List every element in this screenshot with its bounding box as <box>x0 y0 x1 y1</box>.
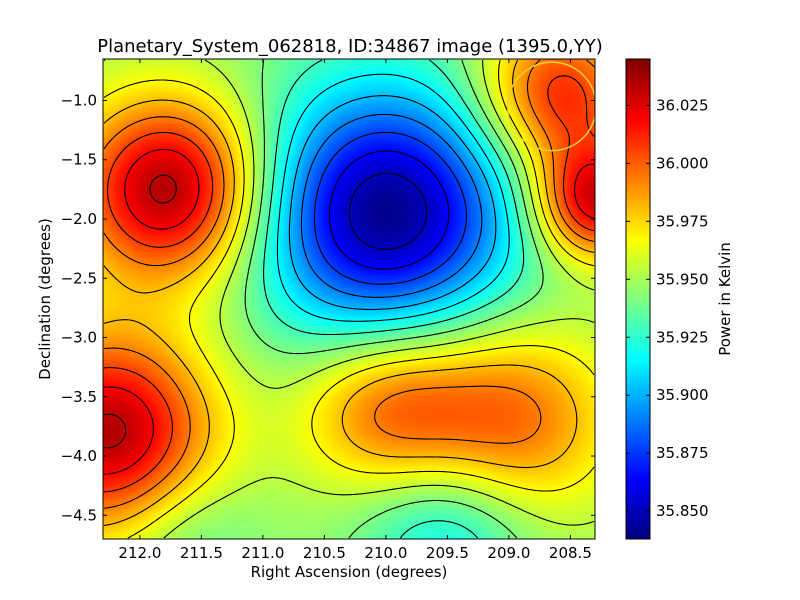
contour-level <box>103 174 177 449</box>
chart-title: Planetary_System_062818, ID:34867 image … <box>97 36 603 57</box>
y-tick-label: −3.0 <box>61 329 97 347</box>
plot-frame <box>102 58 596 540</box>
contour-level <box>300 113 483 298</box>
y-axis: −1.0 −1.5 −2.0 −2.5 −3.0 −3.5 −4.0 −4.5 <box>61 91 595 524</box>
plot-area <box>102 58 596 540</box>
contour-level <box>103 59 595 526</box>
colorbar-tick-label: 35.950 <box>656 270 709 288</box>
colorbar-tick-label: 36.025 <box>656 96 709 114</box>
x-tick-label: 208.5 <box>549 544 592 562</box>
colorbar-label: Power in Kelvin <box>716 242 734 356</box>
x-tick-label: 210.5 <box>303 544 346 562</box>
contour-level <box>103 75 595 493</box>
x-tick-label: 211.0 <box>241 544 284 562</box>
x-tick-label: 210.0 <box>364 544 407 562</box>
y-tick-label: −2.5 <box>61 269 97 287</box>
colorbar-tick-label: 35.975 <box>656 212 709 230</box>
x-tick-label: 211.5 <box>180 544 223 562</box>
colorbar-ticks: 35.850 35.875 35.900 35.925 35.950 35.975 36.0… <box>626 96 709 520</box>
contour-level <box>288 95 497 310</box>
contour-lines <box>103 59 595 539</box>
y-tick-label: −2.0 <box>61 210 97 228</box>
x-axis-label: Right Ascension (degrees) <box>251 563 448 581</box>
colorbar-tick-label: 35.875 <box>656 444 709 462</box>
x-tick-label: 209.5 <box>426 544 469 562</box>
colorbar-gradient <box>626 59 650 539</box>
annotation-circle <box>506 61 595 152</box>
contour-level <box>328 150 450 270</box>
colorbar-tick-label: 35.900 <box>656 386 709 404</box>
x-axis: 212.0 211.5 211.0 210.5 210.0 209.5 209.0 208.5 <box>118 59 592 562</box>
contour-level <box>263 59 525 539</box>
heatmap-image <box>103 59 595 539</box>
x-tick-label: 209.0 <box>487 544 530 562</box>
contour-level <box>313 131 467 285</box>
y-axis-label: Declination (degrees) <box>36 218 54 380</box>
colorbar-tick-label: 35.925 <box>656 328 709 346</box>
contour-level <box>348 172 428 250</box>
contour-level <box>103 148 595 475</box>
x-tick-label: 212.0 <box>118 544 161 562</box>
contour-level <box>103 59 595 539</box>
y-tick-label: −4.0 <box>61 447 97 465</box>
contour-level <box>103 59 595 539</box>
y-tick-label: −4.5 <box>61 506 97 524</box>
contour-level <box>276 73 510 322</box>
y-tick-label: −1.0 <box>61 91 97 109</box>
colorbar-tick-label: 35.850 <box>656 502 709 520</box>
colorbar-frame <box>625 58 651 540</box>
y-tick-label: −3.5 <box>61 388 97 406</box>
colorbar: 35.850 35.875 35.900 35.925 35.950 35.975 36.0… <box>625 58 734 540</box>
contour-level <box>244 59 544 539</box>
colorbar-tick-label: 36.000 <box>656 154 709 172</box>
contour-level <box>103 59 595 509</box>
y-tick-label: −1.5 <box>61 151 97 169</box>
